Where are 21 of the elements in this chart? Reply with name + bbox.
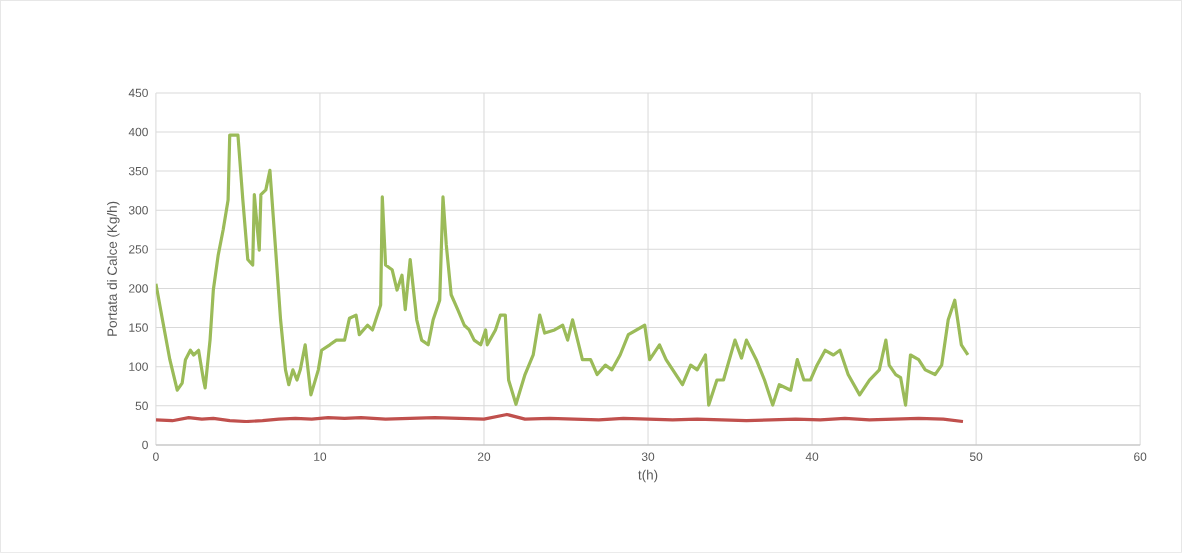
y-tick-label: 0	[142, 440, 148, 450]
y-tick-label: 300	[128, 206, 148, 215]
line-series	[155, 133, 970, 407]
x-tick-label: 50	[969, 452, 983, 461]
x-tick-label: 10	[314, 452, 327, 461]
x-axis-title: t(h)	[638, 469, 658, 483]
y-tick-label: 200	[129, 284, 148, 293]
x-tick-label: 60	[1134, 452, 1147, 461]
y-tick-label: 100	[129, 362, 148, 372]
line-series	[155, 412, 965, 424]
y-tick-label: 150	[129, 323, 148, 332]
x-tick-label: 40	[805, 452, 819, 461]
y-tick-label: 350	[128, 166, 148, 176]
y-tick-label: 50	[135, 401, 148, 411]
x-tick-label: 20	[477, 452, 491, 461]
y-axis-title: Portata di Calce (Kg/h)	[107, 201, 120, 336]
x-tick-label: 30	[641, 452, 655, 461]
x-tick-label: 0	[153, 452, 159, 461]
y-tick-label: 250	[129, 245, 148, 254]
y-tick-label: 400	[128, 127, 148, 137]
y-tick-label: 450	[128, 88, 148, 98]
